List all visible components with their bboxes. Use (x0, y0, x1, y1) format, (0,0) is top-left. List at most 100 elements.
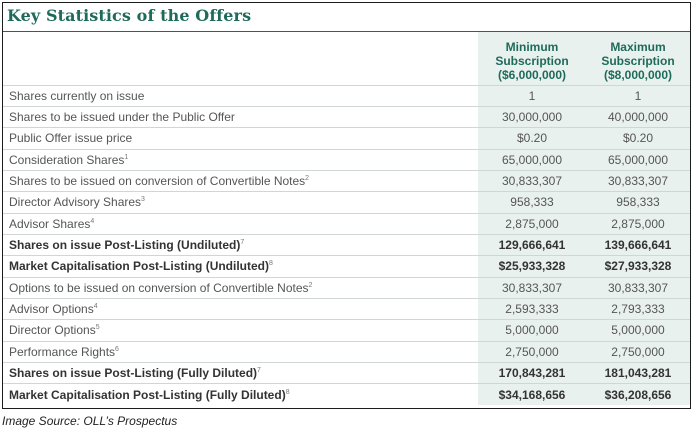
maximum-value: $27,933,328 (586, 255, 690, 278)
maximum-value: 5,000,000 (586, 319, 690, 342)
maximum-value: 139,666,641 (586, 233, 690, 256)
maximum-value: $0.20 (586, 127, 690, 150)
footnote-marker: 4 (90, 217, 95, 225)
minimum-value: 5,000,000 (478, 319, 586, 342)
table-row: Market Capitalisation Post-Listing (Full… (3, 383, 690, 406)
row-label-text: Shares on issue Post-Listing (Undiluted) (9, 238, 241, 253)
table-row: Performance Rights6 2,750,000 2,750,000 (3, 340, 690, 363)
minimum-value: $25,933,328 (478, 255, 586, 278)
header-line: Subscription (601, 53, 675, 68)
row-label: Advisor Shares4 (3, 212, 478, 235)
row-label: Options to be issued on conversion of Co… (3, 276, 478, 299)
row-label: Performance Rights6 (3, 340, 478, 363)
minimum-value: 1 (478, 84, 586, 107)
footnote-marker: 1 (124, 153, 129, 161)
table-row: Shares currently on issue 1 1 (3, 84, 690, 107)
header-line: ($6,000,000) (497, 67, 567, 82)
maximum-value: $36,208,656 (586, 383, 690, 406)
statistics-table: Minimum Subscription ($6,000,000) Maximu… (3, 32, 690, 406)
statistics-panel: Key Statistics of the Offers Minimum Sub… (2, 2, 691, 409)
row-label: Advisor Options4 (3, 297, 478, 320)
maximum-value: 2,750,000 (586, 340, 690, 363)
footnote-marker: 5 (95, 324, 100, 332)
header-line: Minimum (505, 39, 559, 54)
table-row: Options to be issued on conversion of Co… (3, 276, 690, 299)
table-row: Market Capitalisation Post-Listing (Undi… (3, 255, 690, 278)
maximum-value: 30,833,307 (586, 169, 690, 192)
maximum-value: 2,875,000 (586, 212, 690, 235)
row-label-text: Options to be issued on conversion of Co… (9, 280, 309, 295)
row-label-text: Market Capitalisation Post-Listing (Full… (9, 387, 286, 402)
minimum-value: 958,333 (478, 191, 586, 214)
table-row: Advisor Options4 2,593,333 2,793,333 (3, 297, 690, 320)
footnote-marker: 2 (308, 281, 313, 289)
footnote-marker: 4 (93, 303, 98, 311)
maximum-value: 30,833,307 (586, 276, 690, 299)
minimum-value: 30,000,000 (478, 105, 586, 128)
minimum-value: 30,833,307 (478, 276, 586, 299)
table-row: Consideration Shares1 65,000,000 65,000,00… (3, 148, 690, 171)
table-row: Director Options5 5,000,000 5,000,000 (3, 319, 690, 342)
row-label-text: Shares to be issued on conversion of Con… (9, 174, 306, 189)
maximum-value: 2,793,333 (586, 297, 690, 320)
maximum-subscription-header: Maximum Subscription ($8,000,000) (586, 32, 690, 85)
header-line: ($8,000,000) (603, 67, 673, 82)
minimum-subscription-header: Minimum Subscription ($6,000,000) (478, 32, 586, 85)
minimum-value: 170,843,281 (478, 361, 586, 384)
header-line: Subscription (495, 53, 569, 68)
footnote-marker: 6 (115, 345, 119, 353)
row-label-text: Shares to be issued under the Public Off… (9, 110, 235, 125)
table-row: Shares to be issued under the Public Off… (3, 105, 690, 128)
row-label: Shares on issue Post-Listing (Fully Dilu… (3, 361, 478, 384)
minimum-value: 2,593,333 (478, 297, 586, 320)
label-column-header (3, 32, 478, 85)
row-label: Director Options5 (3, 319, 478, 342)
table-row: Shares to be issued on conversion of Con… (3, 169, 690, 192)
row-label-text: Consideration Shares (9, 152, 125, 167)
row-label-text: Performance Rights (9, 344, 116, 359)
minimum-value: 129,666,641 (478, 233, 586, 256)
panel-title: Key Statistics of the Offers (7, 6, 252, 25)
row-label-text: Director Advisory Shares (9, 195, 142, 210)
row-label: Market Capitalisation Post-Listing (Full… (3, 383, 478, 406)
row-label-text: Advisor Options (9, 302, 94, 317)
footnote-marker: 7 (257, 367, 261, 375)
table-row: Director Advisory Shares3 958,333 958,333 (3, 191, 690, 214)
row-label-text: Advisor Shares (9, 216, 91, 231)
row-label: Market Capitalisation Post-Listing (Undi… (3, 255, 478, 278)
table-header-row: Minimum Subscription ($6,000,000) Maximu… (3, 32, 690, 85)
row-label: Consideration Shares1 (3, 148, 478, 171)
row-label: Public Offer issue price (3, 127, 478, 150)
maximum-value: 958,333 (586, 191, 690, 214)
maximum-value: 65,000,000 (586, 148, 690, 171)
row-label: Shares on issue Post-Listing (Undiluted)… (3, 233, 478, 256)
row-label: Shares currently on issue (3, 84, 478, 107)
footnote-marker: 7 (240, 239, 245, 247)
minimum-value: 2,875,000 (478, 212, 586, 235)
footnote-marker: 2 (305, 175, 310, 183)
title-bar: Key Statistics of the Offers (3, 3, 690, 32)
image-source-caption: Image Source: OLL’s Prospectus (2, 414, 178, 428)
row-label-text: Public Offer issue price (9, 131, 133, 146)
row-label-text: Shares currently on issue (9, 88, 145, 103)
table-row: Advisor Shares4 2,875,000 2,875,000 (3, 212, 690, 235)
table-row: Public Offer issue price $0.20 $0.20 (3, 127, 690, 150)
row-label: Shares to be issued on conversion of Con… (3, 169, 478, 192)
minimum-value: $34,168,656 (478, 383, 586, 406)
maximum-value: 40,000,000 (586, 105, 690, 128)
row-label: Shares to be issued under the Public Off… (3, 105, 478, 128)
row-label: Director Advisory Shares3 (3, 191, 478, 214)
minimum-value: 30,833,307 (478, 169, 586, 192)
footnote-marker: 8 (285, 388, 290, 396)
row-label-text: Market Capitalisation Post-Listing (Undi… (9, 259, 270, 274)
maximum-value: 1 (586, 84, 690, 107)
row-label-text: Director Options (9, 323, 96, 338)
footnote-marker: 8 (269, 260, 273, 268)
table-row: Shares on issue Post-Listing (Fully Dilu… (3, 361, 690, 384)
minimum-value: 2,750,000 (478, 340, 586, 363)
footnote-marker: 3 (141, 196, 145, 204)
maximum-value: 181,043,281 (586, 361, 690, 384)
header-line: Maximum (610, 39, 666, 54)
table-row: Shares on issue Post-Listing (Undiluted)… (3, 233, 690, 256)
minimum-value: 65,000,000 (478, 148, 586, 171)
